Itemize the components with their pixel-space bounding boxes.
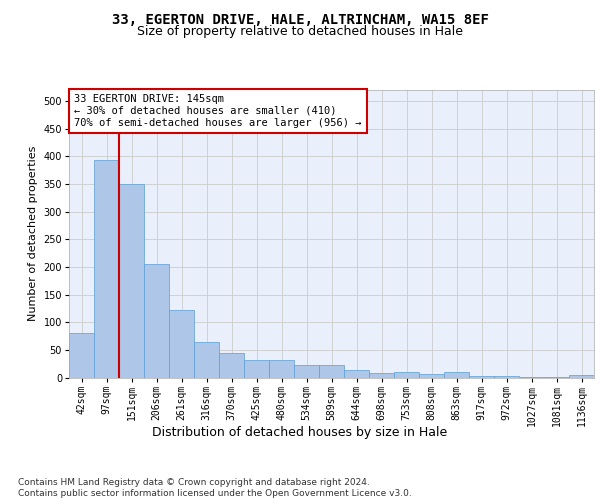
Bar xyxy=(94,160,119,378)
Bar xyxy=(419,374,444,378)
Text: Distribution of detached houses by size in Hale: Distribution of detached houses by size … xyxy=(152,426,448,439)
Bar xyxy=(294,365,319,378)
Bar xyxy=(69,334,94,378)
Bar xyxy=(369,372,394,378)
Text: 33 EGERTON DRIVE: 145sqm
← 30% of detached houses are smaller (410)
70% of semi-: 33 EGERTON DRIVE: 145sqm ← 30% of detach… xyxy=(74,94,362,128)
Bar xyxy=(319,365,344,378)
Y-axis label: Number of detached properties: Number of detached properties xyxy=(28,146,38,322)
Bar xyxy=(394,372,419,378)
Text: 33, EGERTON DRIVE, HALE, ALTRINCHAM, WA15 8EF: 33, EGERTON DRIVE, HALE, ALTRINCHAM, WA1… xyxy=(112,12,488,26)
Bar xyxy=(544,377,569,378)
Bar xyxy=(344,370,369,378)
Bar xyxy=(119,184,144,378)
Bar xyxy=(169,310,194,378)
Bar xyxy=(219,353,244,378)
Text: Size of property relative to detached houses in Hale: Size of property relative to detached ho… xyxy=(137,25,463,38)
Bar xyxy=(494,376,519,378)
Bar xyxy=(194,342,219,378)
Bar xyxy=(569,376,594,378)
Bar xyxy=(244,360,269,378)
Bar xyxy=(269,360,294,378)
Text: Contains HM Land Registry data © Crown copyright and database right 2024.
Contai: Contains HM Land Registry data © Crown c… xyxy=(18,478,412,498)
Bar xyxy=(469,376,494,378)
Bar xyxy=(519,377,544,378)
Bar xyxy=(444,372,469,378)
Bar xyxy=(144,264,169,378)
